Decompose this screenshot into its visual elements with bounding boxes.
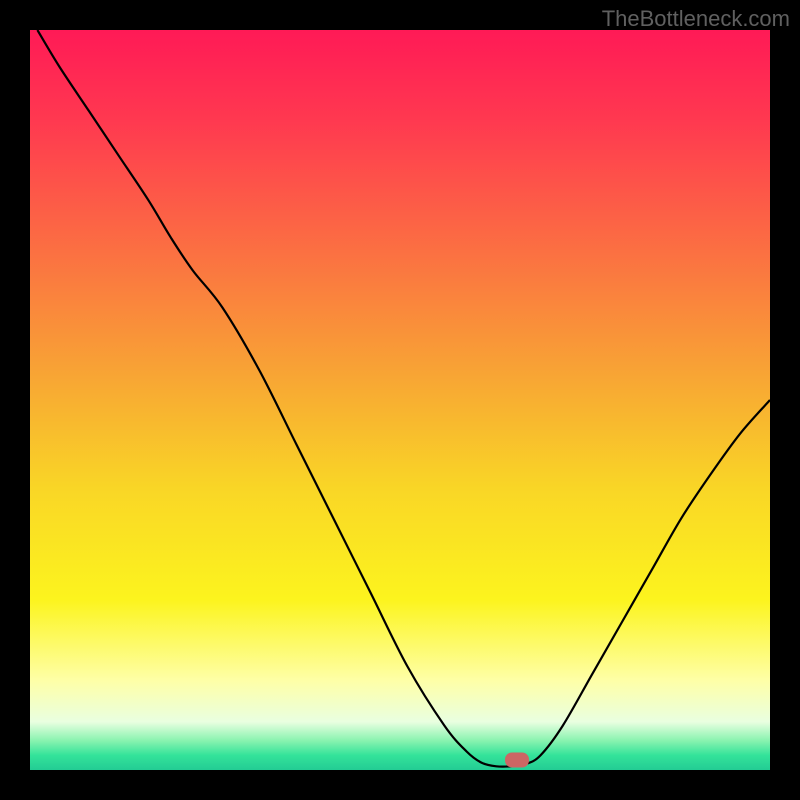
chart-gradient-background — [30, 30, 770, 770]
optimal-point-marker — [505, 753, 529, 768]
bottleneck-chart — [30, 30, 770, 770]
watermark-text: TheBottleneck.com — [602, 6, 790, 32]
